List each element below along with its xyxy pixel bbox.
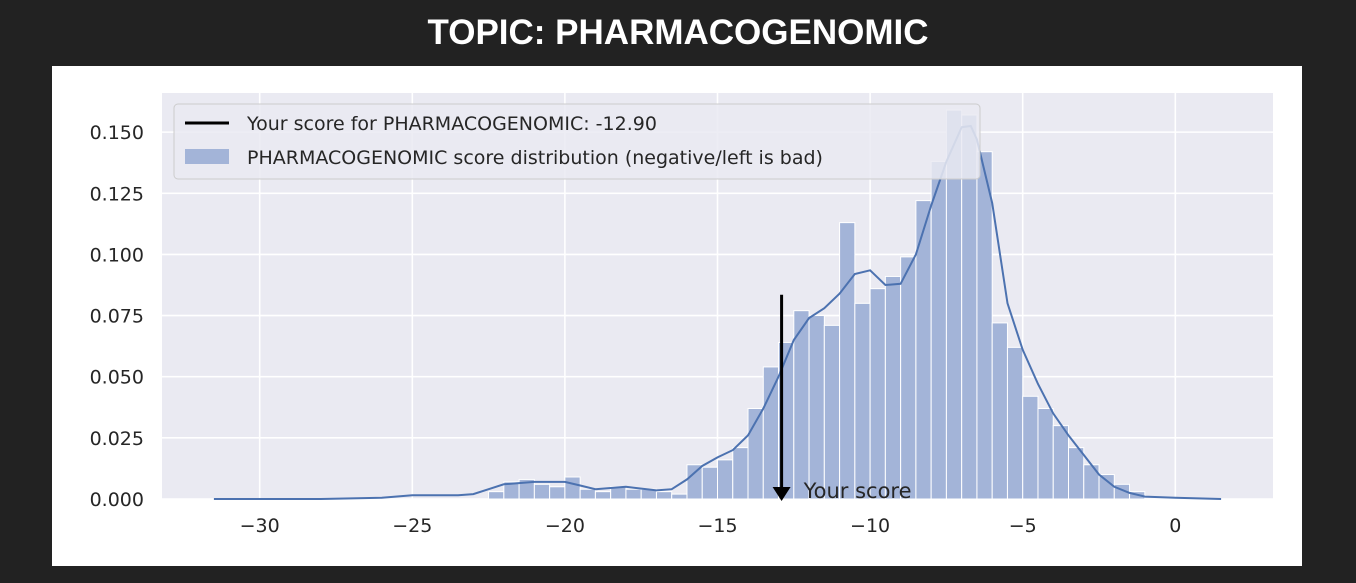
your-score-arrow-head (772, 487, 791, 501)
histogram-bar (839, 222, 856, 500)
histogram-bar (564, 476, 581, 500)
histogram-bar (900, 256, 917, 500)
histogram-bar (701, 466, 719, 500)
histogram-bar (1098, 474, 1115, 500)
legend-entry-distribution: PHARMACOGENOMIC score distribution (nega… (247, 147, 823, 169)
histogram-bars (488, 109, 1146, 500)
histogram-bar (884, 275, 902, 500)
y-tick-label: 0.150 (90, 122, 144, 144)
y-tick-label: 0.100 (90, 244, 144, 266)
histogram-bar (793, 310, 810, 500)
histogram-bar (930, 160, 947, 500)
histogram-bar (686, 464, 703, 500)
histogram-bar (1052, 425, 1070, 500)
x-tick-label: −30 (240, 515, 280, 537)
histogram-bar (594, 491, 612, 500)
histogram-bar (533, 483, 551, 500)
histogram-bar (655, 491, 673, 500)
page-title: TOPIC: PHARMACOGENOMIC (427, 13, 929, 52)
histogram-bar (671, 493, 688, 500)
y-tick-label: 0.025 (90, 428, 144, 450)
histogram-bar (579, 488, 596, 500)
kde-line (213, 124, 1222, 500)
x-tick-label: −15 (697, 515, 737, 537)
x-tick-label: −10 (850, 515, 890, 537)
histogram-bar (762, 366, 780, 500)
y-tick-label: 0.050 (90, 367, 144, 389)
x-tick-label: −5 (1009, 515, 1037, 537)
histogram-bar (823, 324, 841, 500)
histogram-bar (1022, 395, 1039, 500)
histogram-bar (1083, 464, 1100, 500)
score-distribution-chart: −30 −25 −20 −15 −10 −5 0 0.000 0.025 0.050 0.075 0.… (90, 93, 1273, 537)
y-tick-label: 0.075 (90, 306, 144, 328)
histogram-bar (732, 447, 749, 500)
x-tick-label: 0 (1169, 515, 1181, 537)
legend-swatch-distribution (185, 149, 229, 164)
your-score-annotation: Your score (803, 479, 912, 503)
histogram-bar (549, 486, 566, 500)
y-tick-label: 0.125 (90, 183, 144, 205)
histogram-bar (488, 491, 505, 500)
x-tick-label: −25 (392, 515, 432, 537)
histogram-bar (625, 488, 642, 500)
legend-entry-score: Your score for PHARMACOGENOMIC: -12.90 (246, 113, 657, 135)
histogram-bar (869, 288, 886, 500)
histogram-bar (854, 302, 871, 500)
histogram-bar (717, 459, 734, 500)
histogram-bar (976, 151, 993, 500)
legend: Your score for PHARMACOGENOMIC: -12.90 P… (173, 103, 981, 180)
histogram-bar (1068, 447, 1085, 500)
histogram-bar (991, 322, 1008, 500)
histogram-bar (1006, 346, 1024, 500)
legend-box (173, 103, 981, 180)
tick-labels: −30 −25 −20 −15 −10 −5 0 0.000 0.025 0.050 0.075 0.… (90, 122, 1182, 537)
histogram-bar (808, 315, 825, 500)
x-tick-label: −20 (545, 515, 585, 537)
chart-panel: −30 −25 −20 −15 −10 −5 0 0.000 0.025 0.050 0.075 0.… (52, 66, 1302, 566)
y-tick-label: 0.000 (90, 489, 144, 511)
histogram-bar (1037, 408, 1054, 500)
